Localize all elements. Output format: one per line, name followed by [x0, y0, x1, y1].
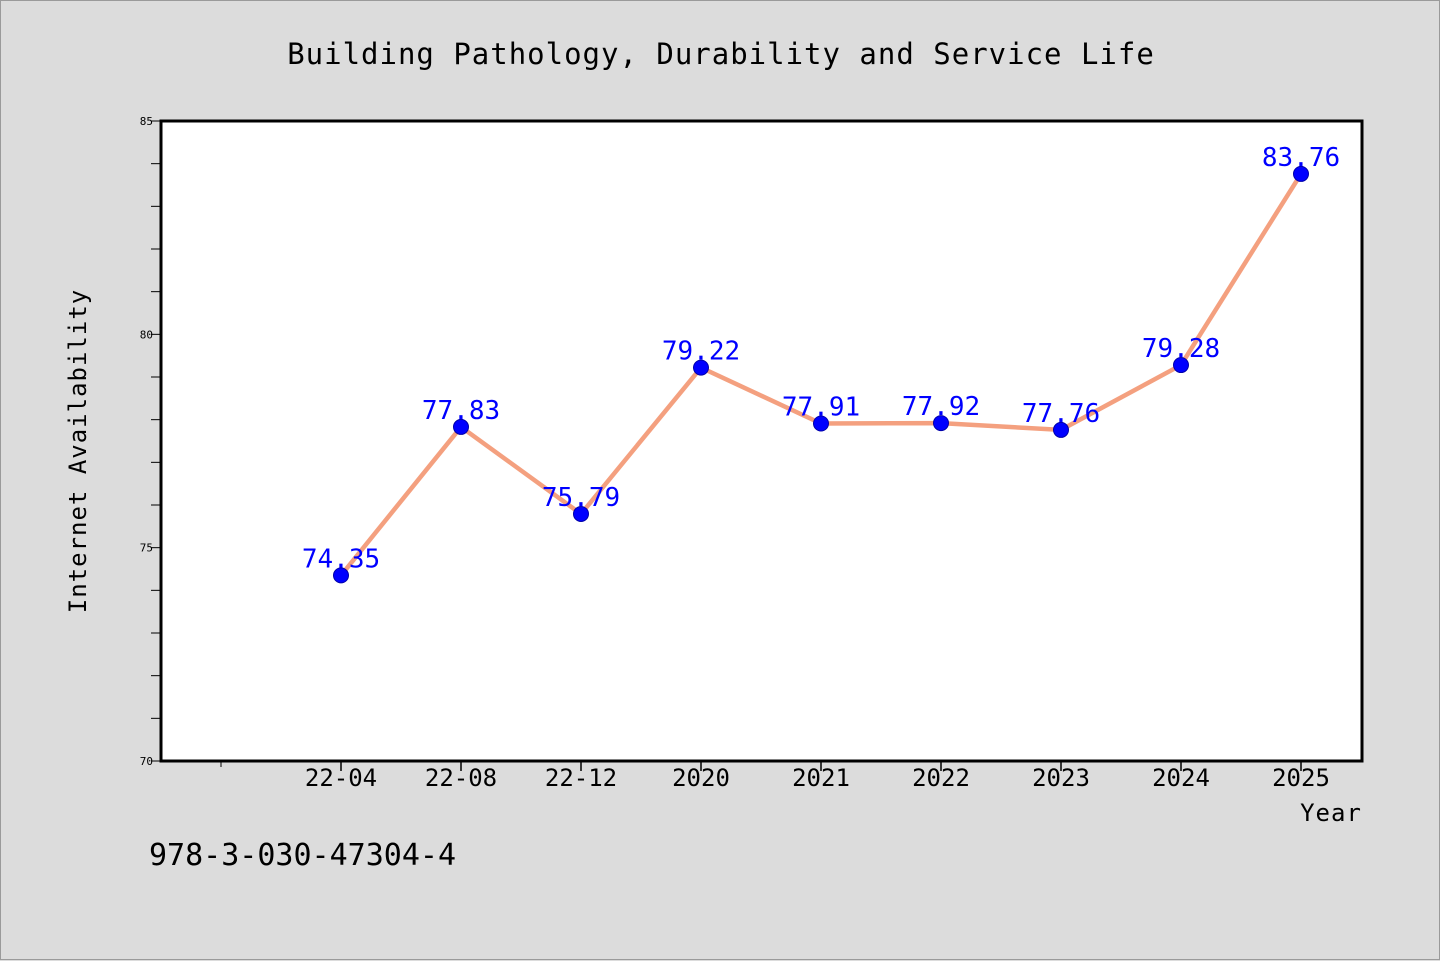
- x-tick-label: 2022: [912, 764, 970, 792]
- data-label: 79.22: [662, 337, 740, 367]
- x-axis-label: Year: [1300, 799, 1362, 827]
- data-point: [573, 505, 589, 522]
- x-tick-label: 22-08: [425, 764, 497, 792]
- x-tick-label: 22-04: [305, 764, 377, 792]
- data-point: [1053, 421, 1069, 438]
- data-point: [693, 359, 709, 376]
- x-tick-label: 22-12: [545, 764, 617, 792]
- plot-area: [161, 121, 1362, 761]
- data-point: [453, 418, 469, 435]
- data-label: 77.83: [422, 396, 500, 426]
- data-point: [933, 415, 949, 432]
- data-label: 79.28: [1142, 334, 1220, 364]
- x-tick-label: 2024: [1152, 764, 1210, 792]
- data-label: 77.92: [902, 392, 980, 422]
- data-label: 83.76: [1262, 143, 1340, 173]
- isbn-label: 978-3-030-47304-4: [149, 838, 456, 873]
- data-point: [333, 567, 349, 584]
- y-axis-label: Internet Availability: [64, 289, 92, 613]
- y-tick-label: 75: [140, 542, 153, 555]
- data-label: 75.79: [542, 483, 620, 513]
- x-tick-label: 2021: [792, 764, 850, 792]
- data-label: 77.91: [782, 393, 860, 423]
- x-tick-label: 2025: [1272, 764, 1330, 792]
- data-point: [813, 415, 829, 432]
- y-tick-label: 85: [140, 115, 153, 128]
- data-point: [1293, 165, 1309, 182]
- data-label: 77.76: [1022, 399, 1100, 429]
- y-axis: 70 75 80 85: [140, 115, 161, 768]
- x-tick-label: 2020: [672, 764, 730, 792]
- series-layer: 74.35 77.83 75.79 79.22 77.91 77.92 77.76 79.28…: [302, 143, 1340, 584]
- x-tick-label: 2023: [1032, 764, 1090, 792]
- x-axis: 22-04 22-08 22-12 2020 2021 2022 2023 2024 2025: [220, 761, 1330, 792]
- data-point: [1173, 357, 1189, 374]
- plot-frame: [159, 119, 1364, 763]
- y-tick-label: 70: [140, 755, 153, 768]
- y-tick-label: 80: [140, 328, 153, 341]
- data-label: 74.35: [302, 544, 380, 574]
- chart-title: Building Pathology, Durability and Servi…: [287, 37, 1155, 71]
